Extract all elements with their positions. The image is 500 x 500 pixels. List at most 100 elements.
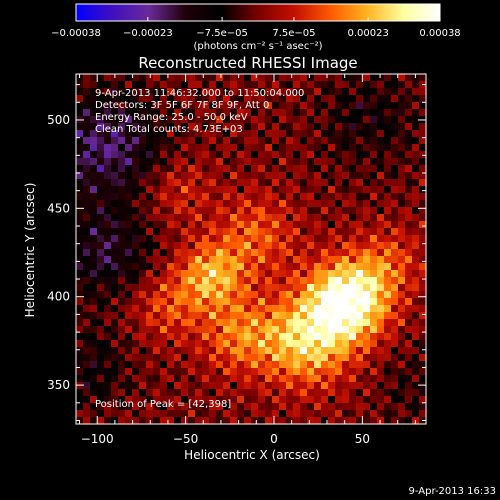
heatmap-cell	[258, 347, 266, 355]
heatmap-cell	[237, 242, 245, 250]
heatmap-cell	[342, 417, 350, 425]
heatmap-cell	[132, 347, 140, 355]
heatmap-cell	[244, 270, 252, 278]
heatmap-cell	[209, 137, 217, 145]
heatmap-cell	[391, 242, 399, 250]
heatmap-cell	[370, 375, 378, 383]
heatmap-cell	[251, 347, 259, 355]
heatmap-cell	[293, 361, 301, 369]
heatmap-cell	[293, 354, 301, 362]
heatmap-cell	[97, 144, 105, 152]
heatmap-cell	[139, 172, 147, 180]
heatmap-cell	[118, 109, 126, 117]
heatmap-cell	[356, 375, 364, 383]
heatmap-cell	[405, 326, 413, 334]
heatmap-cell	[314, 277, 322, 285]
heatmap-cell	[398, 242, 406, 250]
heatmap-cell	[97, 396, 105, 404]
heatmap-cell	[377, 277, 385, 285]
heatmap-cell	[314, 382, 322, 390]
heatmap-cell	[370, 256, 378, 264]
heatmap-cell	[377, 333, 385, 341]
heatmap-cell	[111, 144, 119, 152]
heatmap-cell	[370, 228, 378, 236]
heatmap-cell	[202, 270, 210, 278]
colorbar-label: (photons cm⁻² s⁻¹ asec⁻²)	[193, 41, 322, 52]
heatmap-cell	[153, 270, 161, 278]
heatmap-cell	[328, 74, 336, 82]
heatmap-cell	[391, 326, 399, 334]
heatmap-cell	[377, 263, 385, 271]
heatmap-cell	[286, 326, 294, 334]
heatmap-cell	[90, 354, 98, 362]
heatmap-cell	[342, 228, 350, 236]
heatmap-cell	[125, 193, 133, 201]
heatmap-cell	[335, 158, 343, 166]
heatmap-cell	[132, 375, 140, 383]
heatmap-cell	[307, 382, 315, 390]
heatmap-cell	[328, 116, 336, 124]
heatmap-cell	[384, 312, 392, 320]
heatmap-cell	[202, 298, 210, 306]
heatmap-cell	[188, 109, 196, 117]
heatmap-cell	[83, 137, 91, 145]
heatmap-cell	[370, 151, 378, 159]
heatmap-cell	[160, 130, 168, 138]
heatmap-cell	[83, 347, 91, 355]
heatmap-cell	[258, 95, 266, 103]
heatmap-cell	[97, 277, 105, 285]
heatmap-cell	[419, 249, 427, 257]
heatmap-cell	[83, 417, 91, 425]
heatmap-cell	[405, 235, 413, 243]
heatmap-cell	[125, 284, 133, 292]
heatmap-cell	[293, 382, 301, 390]
heatmap-cell	[83, 249, 91, 257]
heatmap-cell	[307, 354, 315, 362]
heatmap-cell	[384, 137, 392, 145]
heatmap-cell	[174, 214, 182, 222]
heatmap-cell	[405, 123, 413, 131]
heatmap-cell	[412, 193, 420, 201]
heatmap-cell	[216, 417, 224, 425]
heatmap-cell	[153, 81, 161, 89]
heatmap-cell	[188, 319, 196, 327]
heatmap-cell	[307, 291, 315, 299]
heatmap-cell	[405, 151, 413, 159]
heatmap-cell	[230, 144, 238, 152]
heatmap-cell	[209, 186, 217, 194]
heatmap-cell	[104, 389, 112, 397]
heatmap-cell	[363, 235, 371, 243]
heatmap-cell	[398, 326, 406, 334]
heatmap-cell	[111, 389, 119, 397]
heatmap-cell	[209, 256, 217, 264]
heatmap-cell	[356, 228, 364, 236]
heatmap-cell	[398, 172, 406, 180]
heatmap-cell	[188, 207, 196, 215]
heatmap-cell	[209, 410, 217, 418]
heatmap-cell	[293, 333, 301, 341]
heatmap-cell	[377, 158, 385, 166]
heatmap-cell	[202, 179, 210, 187]
heatmap-cell	[223, 193, 231, 201]
heatmap-cell	[188, 354, 196, 362]
heatmap-cell	[272, 109, 280, 117]
heatmap-cell	[237, 123, 245, 131]
heatmap-cell	[405, 403, 413, 411]
heatmap-cell	[195, 312, 203, 320]
heatmap-cell	[146, 137, 154, 145]
heatmap-cell	[160, 221, 168, 229]
heatmap-cell	[174, 319, 182, 327]
heatmap-cell	[391, 382, 399, 390]
heatmap-cell	[265, 123, 273, 131]
heatmap-cell	[412, 340, 420, 348]
heatmap-cell	[300, 235, 308, 243]
heatmap-cell	[160, 102, 168, 110]
heatmap-cell	[90, 340, 98, 348]
heatmap-cell	[132, 116, 140, 124]
heatmap-cell	[293, 249, 301, 257]
heatmap-cell	[188, 284, 196, 292]
heatmap-cell	[90, 123, 98, 131]
heatmap-cell	[349, 417, 357, 425]
heatmap-cell	[251, 326, 259, 334]
heatmap-cell	[167, 228, 175, 236]
